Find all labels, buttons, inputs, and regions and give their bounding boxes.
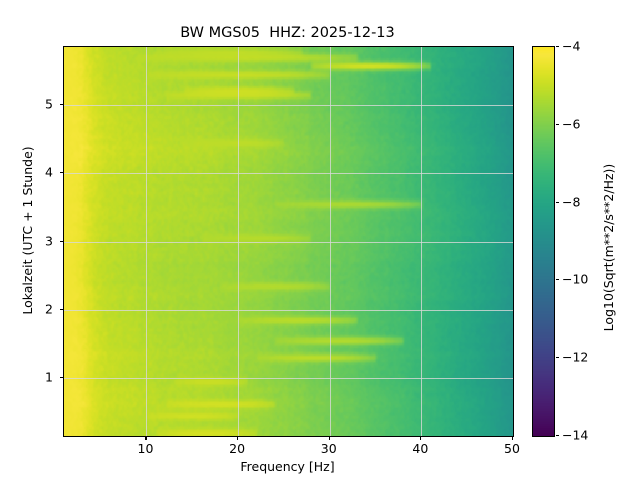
x-tick-label: 30 <box>320 441 337 456</box>
figure-title: BW MGS05 HHZ: 2025-12-13 <box>180 25 395 41</box>
y-tick-label: 3 <box>45 233 53 248</box>
y-tick-label: 5 <box>45 96 53 112</box>
y-axis-label: Lokalzeit (UTC + 1 Stunde) <box>20 146 35 315</box>
colorbar-gradient <box>533 47 554 436</box>
colorbar-tick-label: −14 <box>562 427 589 443</box>
colorbar-tick-label: −4 <box>562 38 581 54</box>
x-tick-mark <box>420 436 422 440</box>
spectrogram-plot-area <box>63 46 514 437</box>
x-tick-mark <box>145 436 147 440</box>
y-tick-label: 1 <box>45 369 53 385</box>
x-tick-label: 40 <box>412 441 429 456</box>
spectrogram-image <box>64 47 513 436</box>
colorbar-tick-mark <box>555 279 559 281</box>
x-tick-mark <box>237 436 239 440</box>
colorbar-tick-mark <box>555 201 559 203</box>
y-tick-mark <box>59 376 63 379</box>
y-tick-mark <box>59 104 63 106</box>
colorbar-tick-label: −12 <box>562 349 589 365</box>
x-tick-label: 10 <box>137 441 154 456</box>
y-tick-label: 4 <box>45 164 53 180</box>
y-tick-mark <box>59 240 63 242</box>
colorbar-tick-label: −6 <box>562 116 581 132</box>
colorbar-tick-mark <box>555 357 559 359</box>
y-tick-mark <box>59 172 63 174</box>
y-tick-label: 2 <box>45 301 53 317</box>
x-tick-mark <box>512 436 514 440</box>
colorbar-tick-label: −10 <box>562 271 589 287</box>
colorbar-tick-mark <box>555 435 559 437</box>
colorbar-tick-label: −8 <box>562 194 581 210</box>
y-tick-mark <box>59 308 63 310</box>
colorbar <box>532 46 555 437</box>
x-tick-label: 50 <box>504 441 520 456</box>
x-axis-label: Frequency [Hz] <box>240 459 335 474</box>
colorbar-tick-mark <box>555 123 559 125</box>
x-tick-label: 20 <box>229 441 246 456</box>
colorbar-label: Log10(Sqrt(m**2/s**2/Hz)) <box>601 163 616 332</box>
colorbar-tick-mark <box>555 46 559 48</box>
x-tick-mark <box>328 436 330 440</box>
